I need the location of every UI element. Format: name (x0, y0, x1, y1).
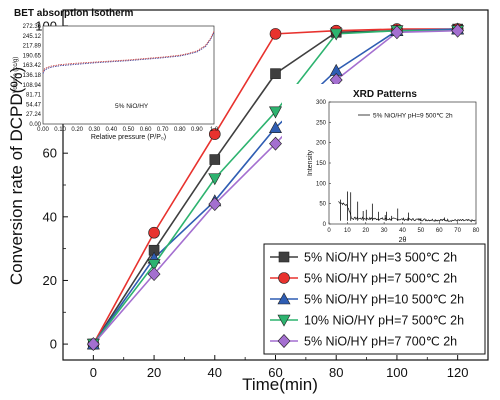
inset-xrd-y-tick: 200 (316, 141, 327, 147)
inset-bet-x-tick: 0.10 (54, 127, 66, 133)
inset-bet-y-tick: 272.36 (23, 24, 42, 30)
data-point (268, 121, 283, 134)
data-point (269, 28, 282, 40)
y-axis-title: Conversion rate of DCPD(%) (7, 67, 26, 285)
data-point (209, 154, 221, 165)
legend-label: 5% NiO/HY pH=3 500℃ 2h (304, 251, 457, 265)
inset-xrd-y-tick: 150 (316, 161, 327, 167)
x-tick-label: 80 (329, 365, 343, 380)
inset-xrd-x-tick: 20 (362, 228, 369, 234)
legend-marker (277, 334, 291, 348)
x-tick-label: 40 (208, 365, 222, 380)
x-tick-label: 100 (386, 365, 408, 380)
inset-xrd-x-tick: 70 (454, 228, 461, 234)
inset-bet-y-tick: 27.24 (26, 112, 42, 118)
inset-xrd-x-tick: 50 (418, 228, 425, 234)
data-point (148, 226, 160, 239)
data-point (208, 128, 221, 140)
inset-bet-x-tick: 0.30 (88, 127, 100, 133)
y-tick-label: 40 (43, 209, 57, 224)
inset-xrd-y-tick: 250 (316, 120, 327, 126)
legend-label: 10% NiO/HY pH=7 500℃ 2h (304, 314, 464, 328)
legend-label: 5% NiO/HY pH=7 500℃ 2h (304, 272, 457, 286)
y-tick-label: 20 (43, 273, 57, 288)
inset-xrd-y-tick: 300 (316, 100, 327, 106)
legend-marker (277, 314, 291, 327)
data-point (270, 68, 281, 79)
inset-bet-y-tick: 217.89 (23, 44, 42, 50)
inset-xrd: XRD Patterns 0 50 100 150 200 250 300 0 10 20 30 40 5… (282, 84, 484, 254)
inset-xrd-x-tick: 10 (344, 228, 351, 234)
inset-bet-y-tick: 245.12 (23, 34, 42, 40)
inset-xrd-pattern (338, 201, 476, 223)
data-point (269, 136, 282, 151)
x-axis-title: Time(min) (242, 375, 318, 394)
inset-xrd-ylabel: Intensity (307, 149, 314, 176)
data-point (451, 23, 465, 38)
y-tick-label: 0 (50, 337, 57, 352)
inset-bet-xlabel: Relative pressure (P/P₀) (91, 134, 166, 141)
legend-marker (278, 251, 290, 263)
data-point (390, 25, 404, 40)
inset-bet-x-tick: 0.50 (123, 127, 135, 133)
inset-bet-note: 5% NiO/HY (115, 103, 149, 110)
inset-xrd-x-tick: 30 (381, 228, 388, 234)
inset-bet-y-tick: 81.71 (26, 93, 42, 99)
legend-label: 5% NiO/HY pH=10 500℃ 2h (304, 293, 464, 307)
inset-bet-ylabel: Volume (cc/g) (13, 57, 19, 94)
data-point (268, 106, 283, 119)
data-point (147, 267, 161, 282)
legend-label: 5% NiO/HY pH=7 700℃ 2h (304, 335, 457, 349)
data-point (208, 197, 222, 212)
inset-xrd-y-tick: 50 (319, 202, 326, 208)
inset-xrd-x-tick: 80 (473, 228, 480, 234)
inset-bet-x-tick: 0.40 (106, 127, 118, 133)
inset-bet-y-tick: 108.94 (23, 83, 42, 89)
inset-xrd-legend-label: 5% NiO/HY pH=9 500℃ 2h (373, 113, 453, 120)
main-series-layer (86, 22, 465, 352)
inset-bet-y-tick: 0.00 (29, 122, 41, 128)
inset-xrd-title: XRD Patterns (353, 89, 417, 100)
inset-bet: BET absorption isotherm 0.00 27.24 54.47 81.… (13, 8, 219, 141)
inset-bet-y-tick: 54.47 (26, 102, 42, 108)
inset-bet-x-tick: 0.70 (157, 127, 169, 133)
data-point (208, 173, 222, 186)
inset-xrd-x-tick: 60 (436, 228, 443, 234)
inset-bet-x-tick: 0.60 (140, 127, 152, 133)
inset-bet-x-tick: 0.90 (191, 127, 203, 133)
inset-bet-x-tick: 0.00 (37, 127, 49, 133)
main-axes-layer: 020406080100120020406080100 (35, 9, 489, 380)
data-point (147, 259, 161, 272)
inset-bet-y-tick: 190.65 (23, 53, 42, 59)
inset-xrd-x-tick: 40 (399, 228, 406, 234)
inset-bet-frame (42, 25, 215, 125)
legend: 5% NiO/HY pH=3 500℃ 2h 5% NiO/HY pH=7 500… (263, 243, 486, 355)
inset-xrd-frame (328, 101, 477, 225)
legend-box (263, 243, 486, 355)
y-tick-label: 60 (43, 146, 57, 161)
inset-bet-x-tick: 1.0 (210, 127, 219, 133)
inset-bet-curve (42, 32, 215, 74)
inset-bet-x-tick: 0.80 (174, 127, 186, 133)
legend-marker (277, 292, 291, 305)
data-point (86, 337, 100, 352)
inset-bet-y-tick: 163.42 (23, 63, 42, 69)
x-tick-label: 60 (268, 365, 282, 380)
inset-bet-x-tick: 0.20 (71, 127, 83, 133)
inset-bet-title: BET absorption isotherm (14, 8, 134, 19)
legend-marker (278, 272, 290, 284)
x-tick-label: 20 (147, 365, 161, 380)
inset-xrd-xlabel: 2θ (399, 237, 407, 244)
x-tick-label: 0 (90, 365, 97, 380)
inset-bet-y-tick: 136.18 (23, 73, 42, 79)
inset-xrd-x-tick: 0 (327, 228, 331, 234)
inset-bet-curve (42, 30, 215, 73)
x-tick-label: 120 (447, 365, 469, 380)
data-point (329, 28, 343, 41)
inset-xrd-y-tick: 0 (323, 222, 327, 228)
inset-xrd-y-tick: 100 (316, 181, 327, 187)
